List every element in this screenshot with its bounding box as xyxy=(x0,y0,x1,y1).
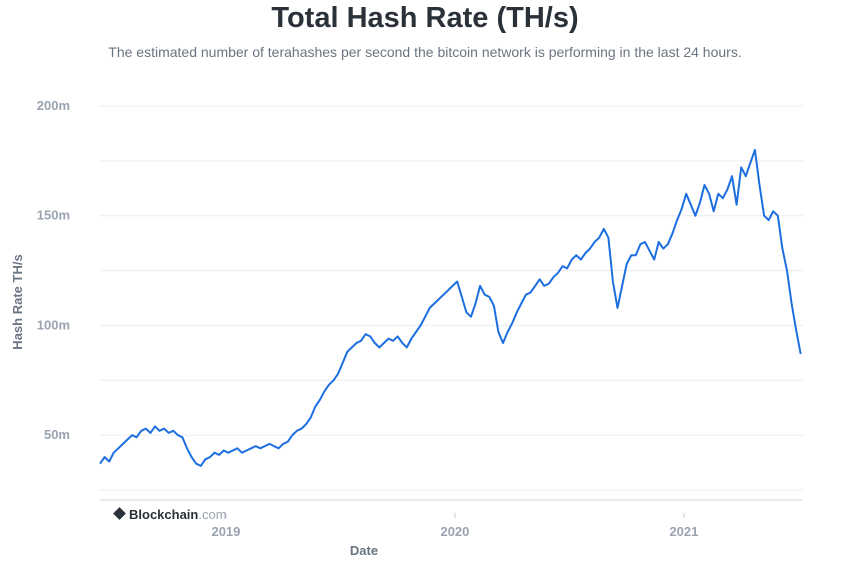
y-tick-label: 150m xyxy=(37,208,70,223)
x-tick-label: 2021 xyxy=(669,524,698,539)
y-tick-label: 200m xyxy=(37,98,70,113)
blockchain-logo-icon xyxy=(113,507,126,520)
brand-suffix: .com xyxy=(198,507,227,522)
x-axis-ticks: 2019 2020 2021 xyxy=(211,513,698,539)
series-line xyxy=(99,148,802,467)
grid-lines xyxy=(100,105,803,501)
x-tick-label: 2019 xyxy=(211,524,240,539)
y-tick-label: 50m xyxy=(44,427,70,442)
brand-logo: Blockchain.com xyxy=(113,507,227,522)
y-tick-label: 100m xyxy=(37,317,70,332)
x-tick-label: 2020 xyxy=(440,524,469,539)
y-axis-label: Hash Rate TH/s xyxy=(10,254,25,349)
brand-name: Blockchain xyxy=(129,507,199,522)
page-title: Total Hash Rate (TH/s) xyxy=(271,2,579,34)
x-axis-label: Date xyxy=(350,543,378,558)
page-subtitle: The estimated number of terahashes per s… xyxy=(108,44,742,60)
y-axis-ticks: 50m 100m 150m 200m xyxy=(37,98,70,442)
